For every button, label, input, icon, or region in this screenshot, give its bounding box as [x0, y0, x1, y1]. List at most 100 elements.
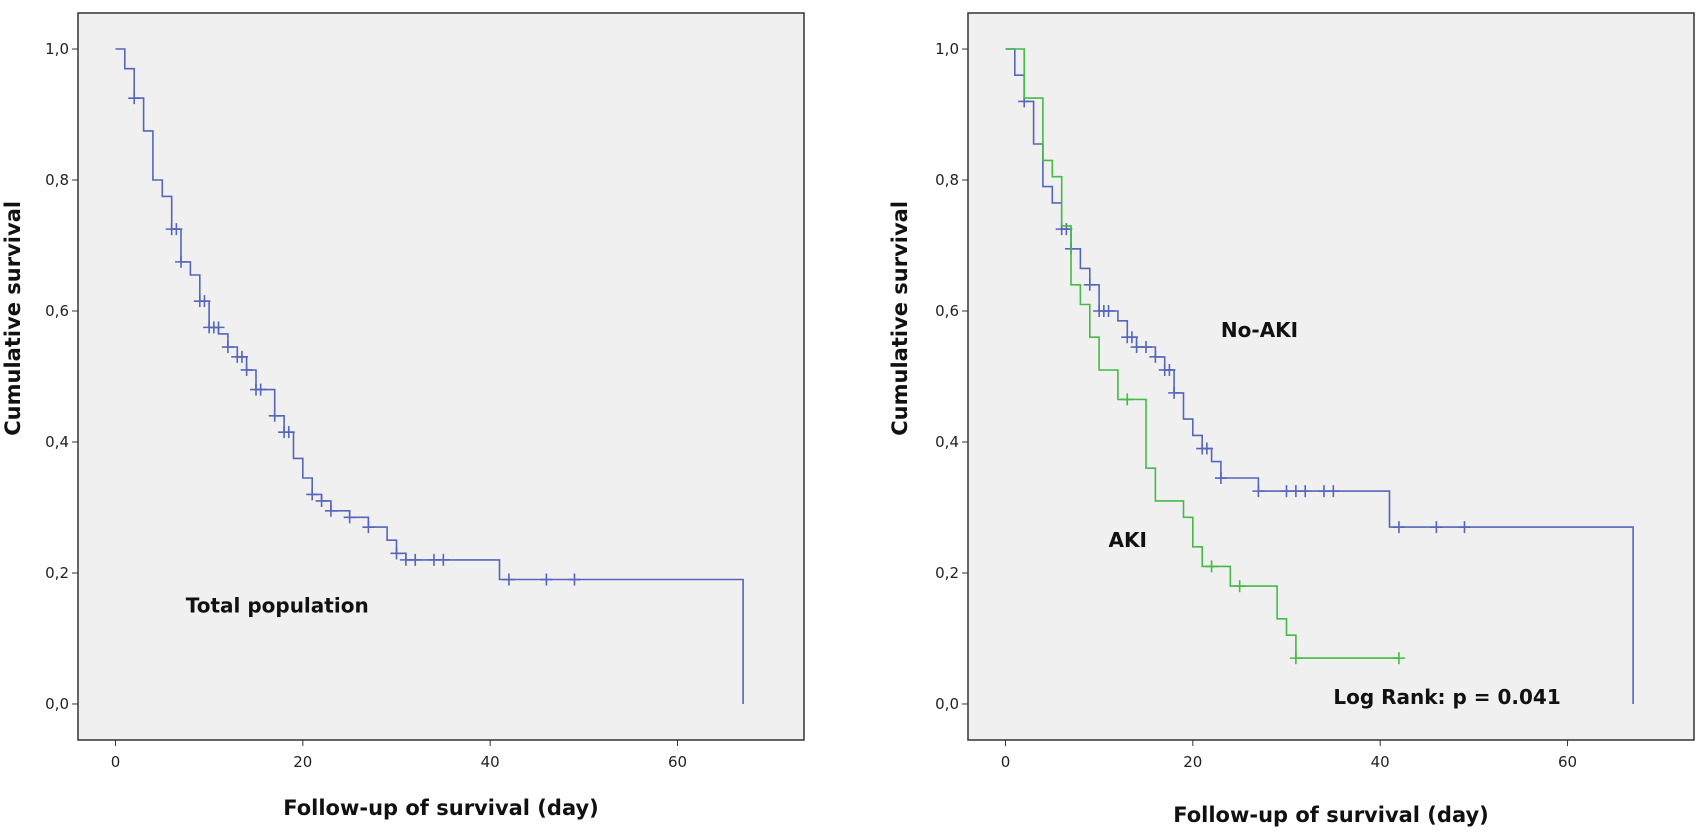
censor-mark [409, 553, 422, 566]
censor-mark [1214, 472, 1227, 485]
censor-mark [437, 553, 450, 566]
y-tick-label: 0,2 [45, 564, 69, 582]
y-tick: 0,2 [935, 564, 968, 582]
y-axis: 0,0 0,2 0,4 0,6 0,8 1,0 [935, 40, 968, 713]
y-tick: 0,6 [935, 302, 968, 320]
x-tick-label: 40 [481, 753, 500, 771]
censor-mark [1125, 331, 1138, 344]
censor-mark [1102, 305, 1115, 318]
panel-aki-comparison: 0,0 0,2 0,4 0,6 0,8 1,0 0 20 40 60 No-AK… [888, 12, 1695, 827]
y-tick-label: 0,6 [935, 302, 959, 320]
y-tick: 0,0 [935, 695, 968, 713]
censor-mark [1200, 442, 1213, 455]
censor-mark [282, 426, 295, 439]
panel-total-population: 0,0 0,2 0,4 0,6 0,8 1,0 0 20 40 60 Total… [1, 12, 805, 820]
censor-mark [306, 488, 319, 501]
censor-mark [1139, 341, 1152, 354]
censor-mark [235, 350, 248, 363]
censor-mark [1289, 652, 1302, 665]
annotation-total-population: Total population [186, 593, 369, 617]
censor-mark [212, 321, 225, 334]
y-axis-title: Cumulative survival [1, 201, 25, 436]
y-tick: 0,8 [935, 171, 968, 189]
x-tick: 0 [111, 740, 121, 771]
x-tick-label: 60 [668, 753, 687, 771]
censor-mark [175, 255, 188, 268]
x-tick-label: 20 [1183, 753, 1202, 771]
x-tick-label: 0 [111, 753, 121, 771]
censor-mark [1458, 521, 1471, 534]
x-tick: 40 [481, 740, 500, 771]
censor-mark [362, 521, 375, 534]
y-axis-title: Cumulative survival [888, 201, 912, 436]
censor-mark [324, 504, 337, 517]
y-tick-label: 0,0 [935, 695, 959, 713]
x-axis-title: Follow-up of survival (day) [1173, 803, 1489, 827]
censor-mark [128, 92, 141, 105]
censor-mark [198, 295, 211, 308]
x-axis: 0 20 40 60 [111, 740, 687, 771]
censor-mark [254, 383, 267, 396]
y-tick: 0,8 [45, 171, 78, 189]
y-tick: 1,0 [935, 40, 968, 58]
x-tick: 20 [293, 740, 312, 771]
censor-mark [1233, 580, 1246, 593]
y-tick: 0,0 [45, 695, 78, 713]
censor-mark [1168, 386, 1181, 399]
censor-mark [1327, 485, 1340, 498]
censor-mark [343, 511, 356, 524]
annotation-aki: AKI [1109, 528, 1147, 552]
censor-mark [170, 223, 183, 236]
y-tick-label: 0,6 [45, 302, 69, 320]
x-tick-label: 20 [293, 753, 312, 771]
plot-area [967, 12, 1695, 741]
x-tick: 60 [668, 740, 687, 771]
annotation-no-aki: No-AKI [1221, 318, 1298, 342]
x-tick-label: 60 [1558, 753, 1577, 771]
censor-mark [1392, 652, 1405, 665]
censor-mark [221, 341, 234, 354]
survival-curve-0 [115, 48, 744, 704]
x-tick: 60 [1558, 740, 1577, 771]
censor-mark [540, 573, 553, 586]
y-tick-label: 0,8 [935, 171, 959, 189]
x-axis-title: Follow-up of survival (day) [283, 796, 599, 820]
y-tick: 0,4 [45, 433, 78, 451]
x-tick: 0 [1001, 740, 1011, 771]
y-tick: 0,4 [935, 433, 968, 451]
y-tick-label: 1,0 [45, 40, 69, 58]
series-layer [115, 48, 744, 704]
censor-mark [268, 409, 281, 422]
annotations: No-AKI AKI Log Rank: p = 0.041 [1109, 318, 1561, 709]
y-tick: 1,0 [45, 40, 78, 58]
y-tick-label: 0,8 [45, 171, 69, 189]
censor-mark [1121, 393, 1134, 406]
censor-mark [390, 547, 403, 560]
censor-mark [240, 363, 253, 376]
y-axis: 0,0 0,2 0,4 0,6 0,8 1,0 [45, 40, 78, 713]
y-tick: 0,6 [45, 302, 78, 320]
censor-mark [1299, 485, 1312, 498]
x-tick-label: 0 [1001, 753, 1011, 771]
y-tick-label: 1,0 [935, 40, 959, 58]
x-tick: 40 [1371, 740, 1390, 771]
y-tick-label: 0,0 [45, 695, 69, 713]
censor-mark [315, 494, 328, 507]
x-tick: 20 [1183, 740, 1202, 771]
censor-mark [502, 573, 515, 586]
censor-mark [1083, 278, 1096, 291]
censor-mark [1205, 560, 1218, 573]
y-tick-label: 0,4 [935, 433, 959, 451]
y-tick: 0,2 [45, 564, 78, 582]
plot-area [77, 12, 805, 741]
annotations: Total population [186, 593, 369, 617]
x-tick-label: 40 [1371, 753, 1390, 771]
censor-mark [1430, 521, 1443, 534]
y-tick-label: 0,2 [935, 564, 959, 582]
censor-mark [568, 573, 581, 586]
censor-mark [1149, 350, 1162, 363]
x-axis: 0 20 40 60 [1001, 740, 1577, 771]
censor-mark [1252, 485, 1265, 498]
